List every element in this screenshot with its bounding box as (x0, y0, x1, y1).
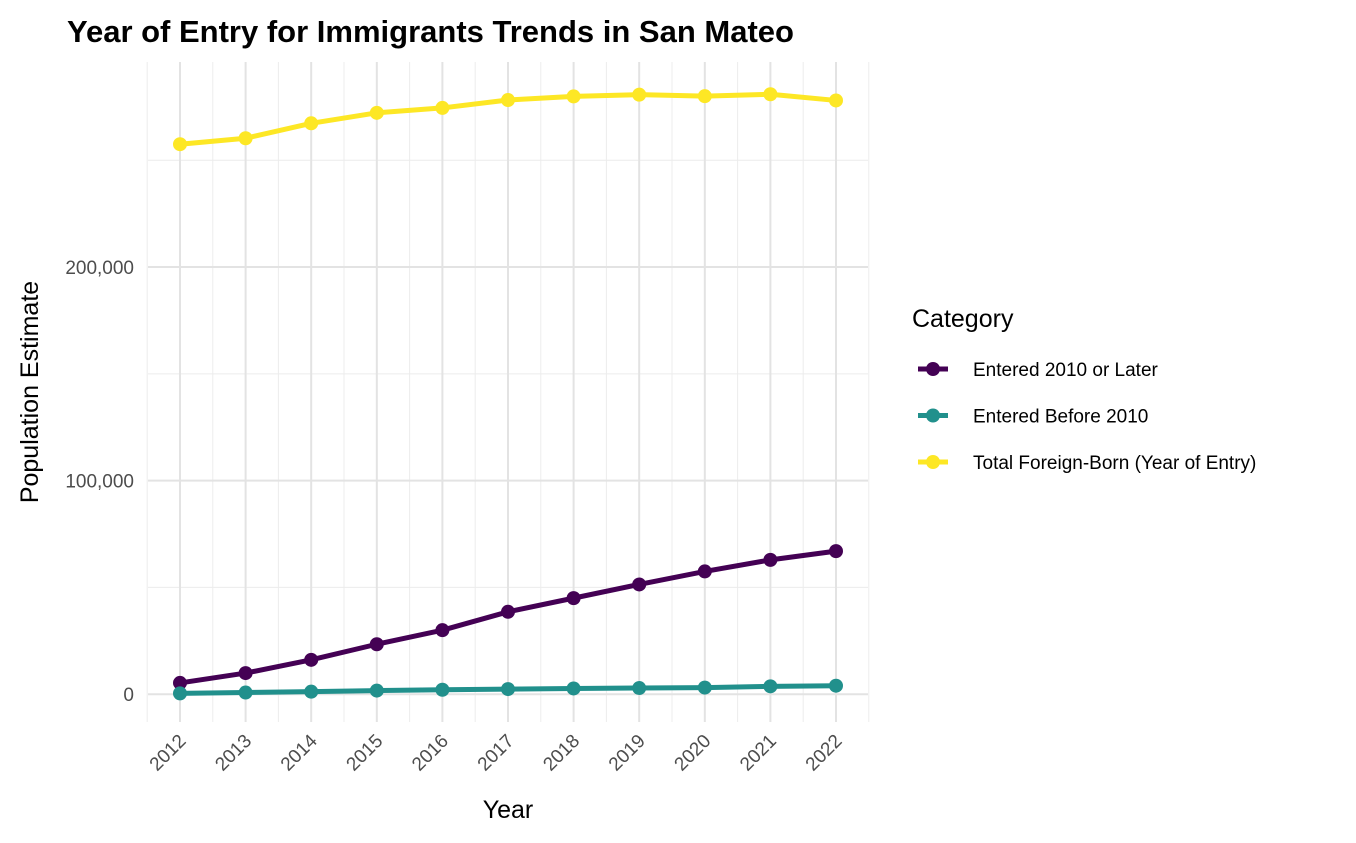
data-point (173, 137, 187, 152)
x-tick-label: 2018 (539, 731, 584, 776)
series-group (173, 678, 843, 701)
data-point (829, 544, 843, 559)
data-point (697, 680, 712, 695)
x-tick-label: 2016 (408, 731, 453, 776)
data-point (566, 681, 581, 696)
data-point (697, 89, 712, 104)
data-point (501, 682, 515, 697)
data-point (435, 682, 450, 697)
series-layer (173, 87, 843, 701)
data-point (697, 564, 712, 579)
data-point (173, 675, 187, 690)
data-point (763, 552, 778, 567)
x-tick-label: 2021 (736, 731, 781, 776)
data-point (238, 666, 253, 681)
data-point (304, 684, 319, 699)
data-point (829, 678, 843, 693)
data-point (632, 681, 647, 696)
data-point (304, 652, 319, 667)
x-tick-label: 2014 (277, 730, 322, 775)
x-tick-label: 2019 (605, 731, 650, 776)
legend-label: Entered Before 2010 (973, 407, 1148, 428)
data-point (501, 93, 515, 108)
legend-items: Entered 2010 or Later Entered Before 2010… (918, 360, 1256, 474)
x-tick-label: 2012 (146, 731, 191, 776)
data-point (173, 686, 187, 701)
data-point (501, 604, 515, 619)
y-tick-label: 0 (123, 685, 134, 706)
legend-item: Total Foreign-Born (Year of Entry) (918, 453, 1256, 474)
legend-key-point (926, 408, 940, 423)
data-point (304, 116, 319, 131)
data-point (763, 87, 778, 102)
x-tick-label: 2017 (474, 731, 519, 776)
x-tick-label: 2015 (343, 731, 388, 776)
chart-title: Year of Entry for Immigrants Trends in S… (67, 14, 794, 49)
x-tick-label: 2022 (802, 731, 847, 776)
legend-key-point (926, 362, 940, 376)
data-point (632, 577, 647, 592)
legend-label: Total Foreign-Born (Year of Entry) (973, 453, 1256, 474)
data-point (369, 105, 384, 120)
data-point (435, 623, 450, 638)
major-gridlines (148, 62, 868, 722)
legend-key-point (926, 455, 940, 469)
data-point (369, 683, 384, 698)
series-group (173, 544, 843, 690)
y-tick-label: 100,000 (65, 472, 134, 493)
legend-title: Category (912, 305, 1014, 333)
x-tick-label: 2013 (211, 731, 256, 776)
series-group (173, 87, 843, 152)
legend-item: Entered Before 2010 (918, 407, 1148, 428)
data-point (238, 685, 253, 700)
x-tick-label: 2020 (671, 731, 716, 776)
y-axis-title: Population Estimate (16, 281, 44, 503)
legend: Category Entered 2010 or Later Entered Be… (912, 305, 1256, 474)
legend-label: Entered 2010 or Later (973, 360, 1159, 381)
x-axis-title: Year (483, 796, 534, 824)
data-point (566, 591, 581, 606)
data-point (566, 89, 581, 104)
y-axis-ticks: 0 100,000 200,000 (65, 258, 134, 706)
data-point (829, 93, 843, 108)
x-axis-ticks: 2012 2013 2014 2015 2016 2017 2018 2019 2020 2021… (146, 730, 847, 775)
data-point (435, 100, 450, 115)
data-point (632, 87, 647, 102)
legend-item: Entered 2010 or Later (918, 360, 1159, 381)
data-point (238, 131, 253, 146)
y-tick-label: 200,000 (65, 258, 134, 279)
data-point (369, 637, 384, 652)
data-point (763, 679, 778, 694)
